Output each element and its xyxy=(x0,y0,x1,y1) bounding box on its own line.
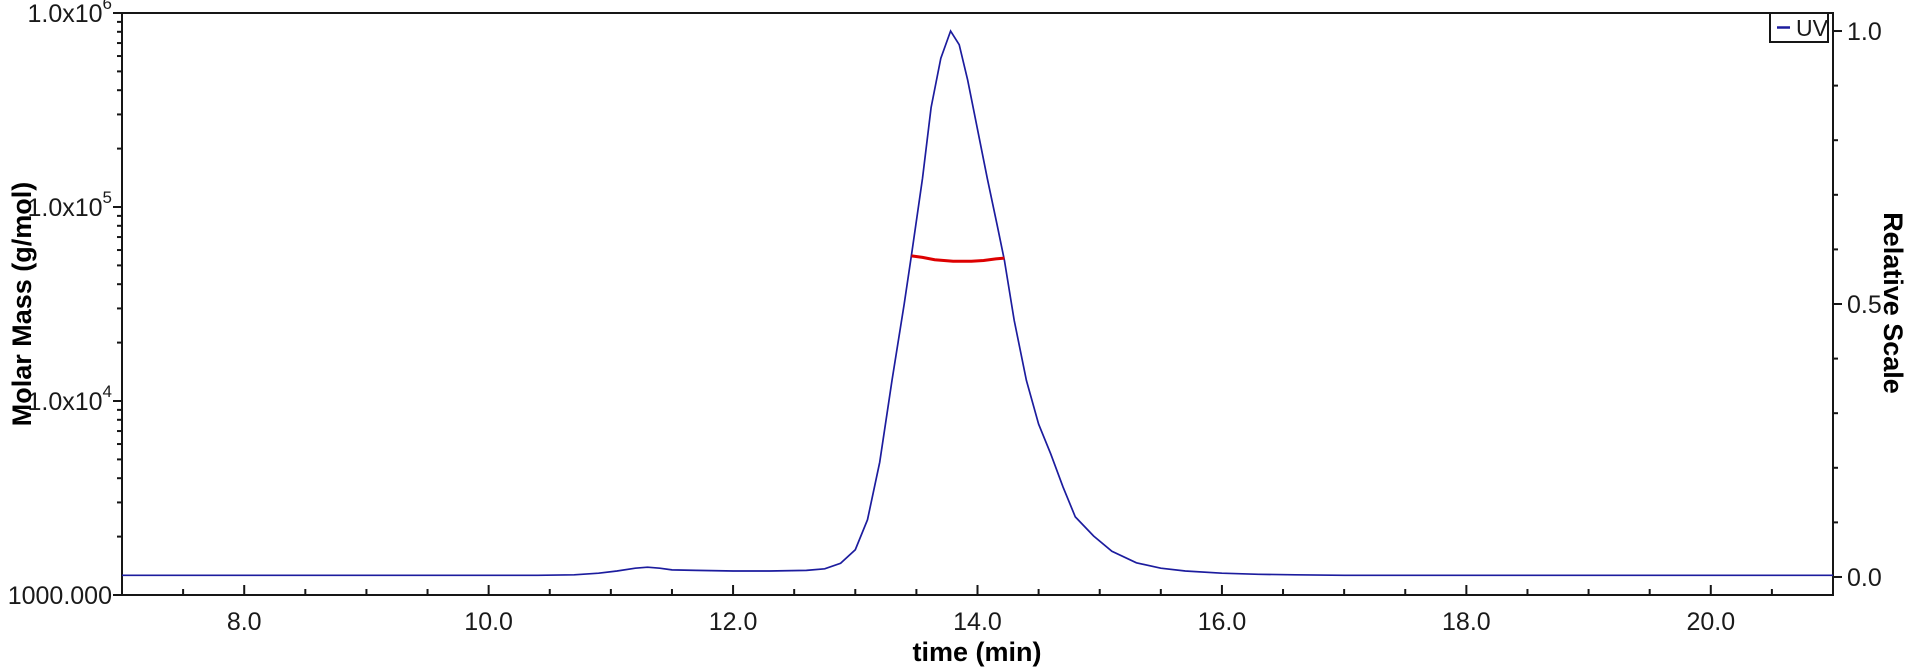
left-tick-label: 1.0x106 xyxy=(27,0,112,28)
x-tick-label: 18.0 xyxy=(1442,608,1491,636)
left-axis-tick-labels: 1000.000 1.0x104 1.0x105 1.0x106 xyxy=(8,0,112,610)
right-axis-ticks xyxy=(1833,30,1842,578)
x-tick-label: 14.0 xyxy=(953,608,1002,636)
left-tick-label: 1000.000 xyxy=(8,582,112,610)
right-axis-title: Relative Scale xyxy=(1878,212,1908,394)
right-axis-tick-labels: 0.0 0.5 1.0 xyxy=(1847,18,1882,592)
data-traces xyxy=(122,29,1833,577)
legend-label: UV xyxy=(1796,15,1829,41)
x-tick-label: 8.0 xyxy=(227,608,262,636)
x-axis-title: time (min) xyxy=(912,637,1041,667)
x-axis-tick-labels: 8.0 10.0 12.0 14.0 16.0 18.0 20.0 xyxy=(227,608,1735,636)
right-tick-label: 1.0 xyxy=(1847,18,1882,46)
right-tick-label: 0.5 xyxy=(1847,291,1882,319)
x-tick-label: 10.0 xyxy=(464,608,513,636)
x-tick-label: 20.0 xyxy=(1686,608,1735,636)
plot-area[interactable] xyxy=(121,12,1834,596)
legend[interactable]: UV xyxy=(1769,12,1829,43)
left-axis-ticks xyxy=(113,12,122,596)
molar-mass-trace xyxy=(911,254,1005,263)
right-tick-label: 0.0 xyxy=(1847,564,1882,592)
left-axis-title: Molar Mass (g/mol) xyxy=(7,182,37,427)
x-tick-label: 16.0 xyxy=(1198,608,1247,636)
x-axis-ticks xyxy=(182,585,1773,595)
x-tick-label: 12.0 xyxy=(709,608,758,636)
left-tick-label: 1.0x105 xyxy=(27,188,112,222)
uv-trace xyxy=(122,29,1833,577)
left-tick-label: 1.0x104 xyxy=(27,382,112,416)
